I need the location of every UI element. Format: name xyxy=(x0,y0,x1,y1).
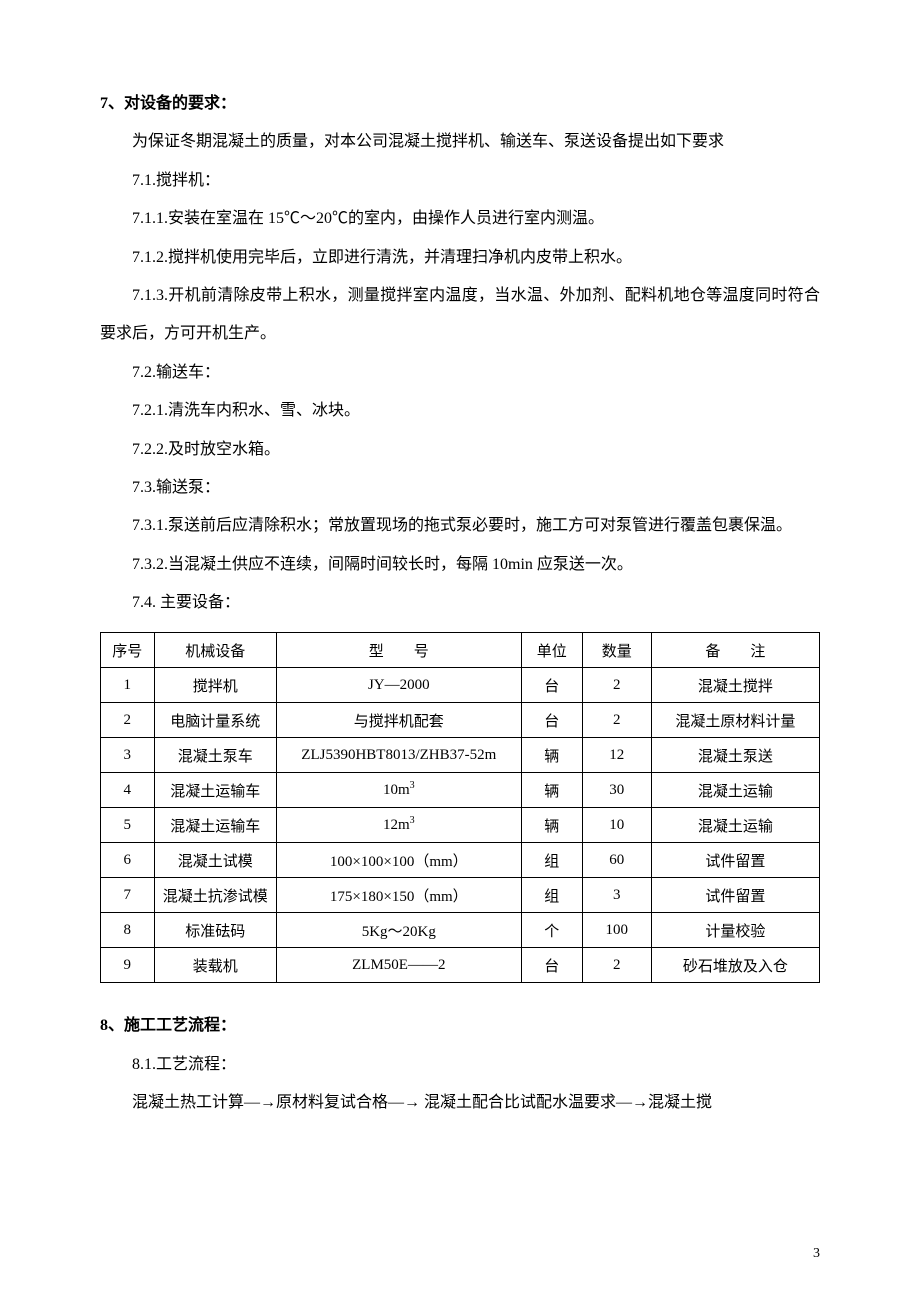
section-7-2: 7.2.输送车： xyxy=(100,354,820,392)
cell-note: 砂石堆放及入仓 xyxy=(651,948,819,983)
cell-unit: 辆 xyxy=(521,808,582,843)
cell-qty: 60 xyxy=(582,843,651,878)
section-7-2-1: 7.2.1.清洗车内积水、雪、冰块。 xyxy=(100,392,820,430)
table-row: 3 混凝土泵车 ZLJ5390HBT8013/ZHB37-52m 辆 12 混凝… xyxy=(101,738,820,773)
section-7-1: 7.1.搅拌机： xyxy=(100,162,820,200)
section-7-3-2: 7.3.2.当混凝土供应不连续，间隔时间较长时，每隔 10min 应泵送一次。 xyxy=(100,546,820,584)
cell-note: 试件留置 xyxy=(651,878,819,913)
table-row: 8 标准砝码 5Kg～20Kg 个 100 计量校验 xyxy=(101,913,820,948)
cell-unit: 台 xyxy=(521,948,582,983)
page-number: 3 xyxy=(813,1246,820,1262)
equipment-table: 序号 机械设备 型 号 单位 数量 备 注 1 搅拌机 JY—2000 台 2 … xyxy=(100,632,820,983)
section-8-1: 8.1.工艺流程： xyxy=(100,1046,820,1084)
table-row: 4 混凝土运输车 10m3 辆 30 混凝土运输 xyxy=(101,773,820,808)
cell-unit: 组 xyxy=(521,878,582,913)
cell-unit: 组 xyxy=(521,843,582,878)
section-7-4: 7.4. 主要设备： xyxy=(100,584,820,622)
cell-seq: 5 xyxy=(101,808,155,843)
cell-unit: 辆 xyxy=(521,738,582,773)
cell-model: ZLJ5390HBT8013/ZHB37-52m xyxy=(276,738,521,773)
cell-name: 搅拌机 xyxy=(154,668,276,703)
cell-model: 12m3 xyxy=(276,808,521,843)
cell-name: 电脑计量系统 xyxy=(154,703,276,738)
cell-seq: 2 xyxy=(101,703,155,738)
section-7-intro: 为保证冬期混凝土的质量，对本公司混凝土搅拌机、输送车、泵送设备提出如下要求 xyxy=(100,123,820,161)
cell-note: 试件留置 xyxy=(651,843,819,878)
cell-qty: 3 xyxy=(582,878,651,913)
cell-name: 混凝土泵车 xyxy=(154,738,276,773)
cell-unit: 台 xyxy=(521,703,582,738)
cell-qty: 100 xyxy=(582,913,651,948)
cell-note: 混凝土运输 xyxy=(651,773,819,808)
cell-model: JY—2000 xyxy=(276,668,521,703)
table-row: 1 搅拌机 JY—2000 台 2 混凝土搅拌 xyxy=(101,668,820,703)
table-row: 7 混凝土抗渗试模 175×180×150（mm） 组 3 试件留置 xyxy=(101,878,820,913)
cell-seq: 7 xyxy=(101,878,155,913)
cell-name: 混凝土运输车 xyxy=(154,773,276,808)
document-page: 7、对设备的要求： 为保证冬期混凝土的质量，对本公司混凝土搅拌机、输送车、泵送设… xyxy=(0,0,920,1302)
table-row: 5 混凝土运输车 12m3 辆 10 混凝土运输 xyxy=(101,808,820,843)
cell-qty: 12 xyxy=(582,738,651,773)
table-body: 1 搅拌机 JY—2000 台 2 混凝土搅拌 2 电脑计量系统 与搅拌机配套 … xyxy=(101,668,820,983)
cell-model: 10m3 xyxy=(276,773,521,808)
section-7-1-1: 7.1.1.安装在室温在 15℃～20℃的室内，由操作人员进行室内测温。 xyxy=(100,200,820,238)
cell-name: 混凝土试模 xyxy=(154,843,276,878)
section-8-heading: 8、施工工艺流程： xyxy=(100,1007,820,1045)
cell-seq: 4 xyxy=(101,773,155,808)
cell-model: 与搅拌机配套 xyxy=(276,703,521,738)
cell-name: 标准砝码 xyxy=(154,913,276,948)
section-7-1-3: 7.1.3.开机前清除皮带上积水，测量搅拌室内温度，当水温、外加剂、配料机地仓等… xyxy=(100,277,820,354)
cell-name: 装载机 xyxy=(154,948,276,983)
th-model: 型 号 xyxy=(276,633,521,668)
th-note: 备 注 xyxy=(651,633,819,668)
cell-unit: 个 xyxy=(521,913,582,948)
cell-seq: 3 xyxy=(101,738,155,773)
cell-qty: 2 xyxy=(582,703,651,738)
cell-seq: 9 xyxy=(101,948,155,983)
th-name: 机械设备 xyxy=(154,633,276,668)
th-qty: 数量 xyxy=(582,633,651,668)
cell-model: ZLM50E——2 xyxy=(276,948,521,983)
table-row: 6 混凝土试模 100×100×100（mm） 组 60 试件留置 xyxy=(101,843,820,878)
cell-qty: 2 xyxy=(582,668,651,703)
cell-model: 5Kg～20Kg xyxy=(276,913,521,948)
table-row: 9 装载机 ZLM50E——2 台 2 砂石堆放及入仓 xyxy=(101,948,820,983)
cell-note: 混凝土搅拌 xyxy=(651,668,819,703)
cell-model: 175×180×150（mm） xyxy=(276,878,521,913)
cell-note: 计量校验 xyxy=(651,913,819,948)
cell-qty: 30 xyxy=(582,773,651,808)
cell-seq: 6 xyxy=(101,843,155,878)
section-7-heading: 7、对设备的要求： xyxy=(100,85,820,123)
cell-unit: 辆 xyxy=(521,773,582,808)
table-header-row: 序号 机械设备 型 号 单位 数量 备 注 xyxy=(101,633,820,668)
section-7-3: 7.3.输送泵： xyxy=(100,469,820,507)
th-unit: 单位 xyxy=(521,633,582,668)
cell-note: 混凝土运输 xyxy=(651,808,819,843)
cell-unit: 台 xyxy=(521,668,582,703)
cell-seq: 1 xyxy=(101,668,155,703)
cell-name: 混凝土运输车 xyxy=(154,808,276,843)
cell-qty: 10 xyxy=(582,808,651,843)
section-8-flow: 混凝土热工计算—→原材料复试合格—→ 混凝土配合比试配水温要求—→混凝土搅 xyxy=(100,1084,820,1122)
section-7-1-2: 7.1.2.搅拌机使用完毕后，立即进行清洗，并清理扫净机内皮带上积水。 xyxy=(100,239,820,277)
cell-model: 100×100×100（mm） xyxy=(276,843,521,878)
section-7-3-1: 7.3.1.泵送前后应清除积水；常放置现场的拖式泵必要时，施工方可对泵管进行覆盖… xyxy=(100,507,820,545)
th-seq: 序号 xyxy=(101,633,155,668)
cell-note: 混凝土原材料计量 xyxy=(651,703,819,738)
cell-name: 混凝土抗渗试模 xyxy=(154,878,276,913)
section-7-2-2: 7.2.2.及时放空水箱。 xyxy=(100,431,820,469)
cell-note: 混凝土泵送 xyxy=(651,738,819,773)
table-row: 2 电脑计量系统 与搅拌机配套 台 2 混凝土原材料计量 xyxy=(101,703,820,738)
cell-seq: 8 xyxy=(101,913,155,948)
cell-qty: 2 xyxy=(582,948,651,983)
